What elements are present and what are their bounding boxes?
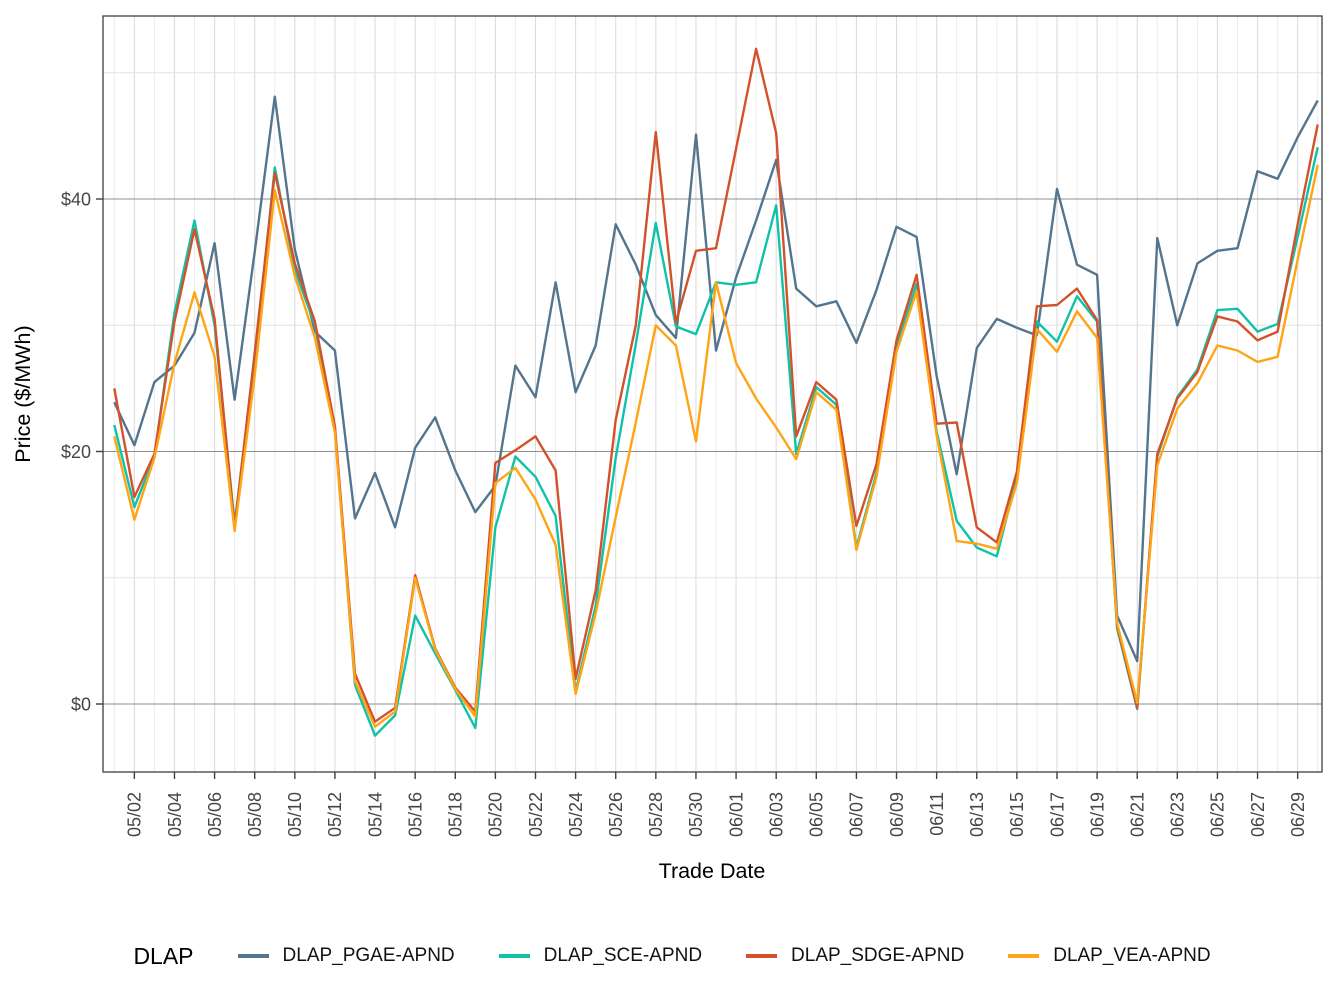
x-tick-label-06/15: 06/15: [1007, 792, 1027, 837]
x-tick-label-05/20: 05/20: [486, 792, 506, 837]
x-axis-title: Trade Date: [659, 859, 766, 883]
x-tick-label-05/18: 05/18: [446, 792, 466, 837]
x-tick-label-06/17: 06/17: [1047, 792, 1067, 837]
y-tick-label-40: $40: [61, 189, 91, 209]
x-tick-label-06/21: 06/21: [1128, 792, 1148, 837]
vertical-minor-gridlines: [113, 16, 1319, 772]
x-tick-label-06/29: 06/29: [1288, 792, 1308, 837]
y-axis-title: Price ($/MWh): [11, 325, 35, 462]
x-tick-label-06/05: 06/05: [807, 792, 827, 837]
x-tick-label-05/24: 05/24: [566, 792, 586, 837]
x-tick-label-06/19: 06/19: [1087, 792, 1107, 837]
axis-ticks: [96, 198, 1299, 779]
x-tick-label-05/14: 05/14: [365, 792, 385, 837]
x-tick-label-06/01: 06/01: [726, 792, 746, 837]
legend-label-DLAP_VEA-APND: DLAP_VEA-APND: [1053, 945, 1211, 966]
legend-label-DLAP_SDGE-APND: DLAP_SDGE-APND: [791, 945, 965, 966]
x-tick-label-05/04: 05/04: [165, 792, 185, 837]
x-tick-label-06/23: 06/23: [1168, 792, 1188, 837]
horizontal-major-gridlines: [103, 198, 1322, 705]
y-tick-label-0: $0: [71, 694, 91, 714]
y-tick-label-20: $20: [61, 442, 91, 462]
legend-key-DLAP_PGAE-APND: [237, 954, 269, 958]
x-tick-label-06/13: 06/13: [967, 792, 987, 837]
x-tick-label-05/08: 05/08: [245, 792, 265, 837]
x-tick-label-06/09: 06/09: [887, 792, 907, 837]
x-tick-label-06/25: 06/25: [1208, 792, 1228, 837]
x-tick-label-05/26: 05/26: [606, 792, 626, 837]
legend-label-DLAP_SCE-APND: DLAP_SCE-APND: [543, 945, 703, 966]
legend-item-DLAP_PGAE-APND: DLAP_PGAE-APND: [237, 945, 455, 967]
x-tick-label-06/11: 06/11: [927, 792, 947, 836]
x-tick-label-05/10: 05/10: [285, 792, 305, 837]
x-tick-label-06/07: 06/07: [847, 792, 867, 837]
y-tick-labels: $0 $20 $40: [61, 189, 91, 714]
x-tick-label-05/16: 05/16: [405, 792, 425, 837]
x-tick-labels: 05/02 05/04 05/06 05/08 05/10 05/12 05/14 05/16…: [125, 792, 1308, 837]
series-line-DLAP_VEA-APND: [113, 164, 1319, 728]
legend-key-DLAP_VEA-APND: [1008, 954, 1040, 958]
legend-item-DLAP_SDGE-APND: DLAP_SDGE-APND: [746, 945, 964, 967]
panel-border: [102, 15, 1323, 773]
x-tick-label-05/02: 05/02: [125, 792, 145, 837]
series-lines: [113, 47, 1319, 737]
x-tick-label-05/12: 05/12: [325, 792, 345, 837]
x-tick-label-05/06: 05/06: [205, 792, 225, 837]
legend-label-DLAP_PGAE-APND: DLAP_PGAE-APND: [282, 945, 455, 966]
legend-title: DLAP: [133, 942, 194, 969]
legend-item-DLAP_VEA-APND: DLAP_VEA-APND: [1008, 945, 1211, 967]
legend: DLAP DLAP_PGAE-APND DLAP_SCE-APND DLAP_SDG…: [0, 926, 1344, 986]
x-tick-label-05/30: 05/30: [686, 792, 706, 837]
x-tick-label-06/03: 06/03: [766, 792, 786, 837]
legend-item-DLAP_SCE-APND: DLAP_SCE-APND: [498, 945, 703, 967]
x-tick-label-05/22: 05/22: [526, 792, 546, 837]
legend-key-DLAP_SDGE-APND: [746, 954, 778, 958]
legend-key-DLAP_SCE-APND: [498, 954, 530, 958]
x-tick-label-06/27: 06/27: [1248, 792, 1268, 837]
vertical-major-gridlines: [133, 16, 1299, 772]
x-tick-label-05/28: 05/28: [646, 792, 666, 837]
